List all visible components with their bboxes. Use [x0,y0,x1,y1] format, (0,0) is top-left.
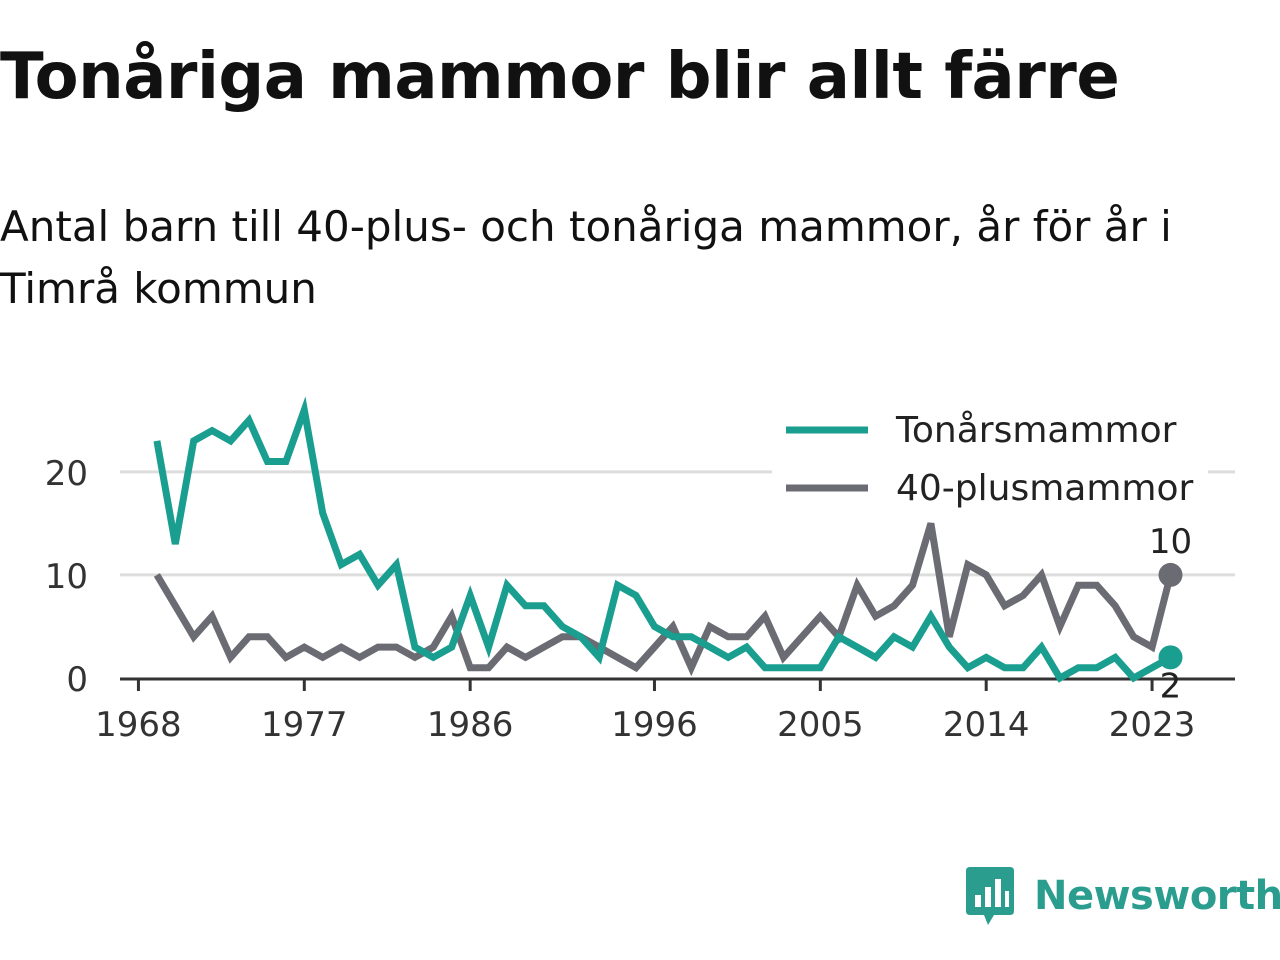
y-tick-label: 10 [45,557,88,597]
x-tick-label: 1977 [261,705,348,745]
series-line-tonarsmammor [153,396,1173,683]
line-chart: 0 10 20 1968 1977 1986 1996 2005 2014 2023 2 10 T… [45,396,1235,745]
newsworthy-logo: Newsworthy [964,864,1280,928]
legend-background [772,402,1208,514]
end-point [1158,562,1183,587]
series-lines: 2 10 [153,396,1192,706]
x-tick-label: 1986 [427,705,514,745]
x-tick-label: 2023 [1109,705,1196,745]
y-tick-label: 0 [66,660,88,700]
end-label: 10 [1149,522,1192,562]
x-tick-label: 2014 [943,705,1030,745]
y-axis-ticks: 0 10 20 [45,454,88,700]
x-tick-label: 1996 [611,705,698,745]
end-point [1158,645,1183,670]
brand-name: Newsworthy [1034,873,1280,919]
x-tick-label: 2005 [777,705,864,745]
newsworthy-logo-icon [966,867,1014,925]
chart-title: Tonåriga mammor blir allt färre [0,40,1120,114]
chart-subtitle: Antal barn till 40-plus- och tonåriga ma… [0,202,1172,313]
x-axis: 1968 1977 1986 1996 2005 2014 2023 [95,677,1235,745]
legend-label: 40-plusmammor [896,468,1194,509]
x-tick-label: 1968 [95,705,182,745]
legend-label: Tonårsmammor [895,410,1177,451]
y-tick-label: 20 [45,454,88,494]
end-label: 2 [1160,666,1182,706]
legend: Tonårsmammor 40-plusmammor [772,402,1208,514]
series-line-40-plusmammor [153,522,1174,677]
